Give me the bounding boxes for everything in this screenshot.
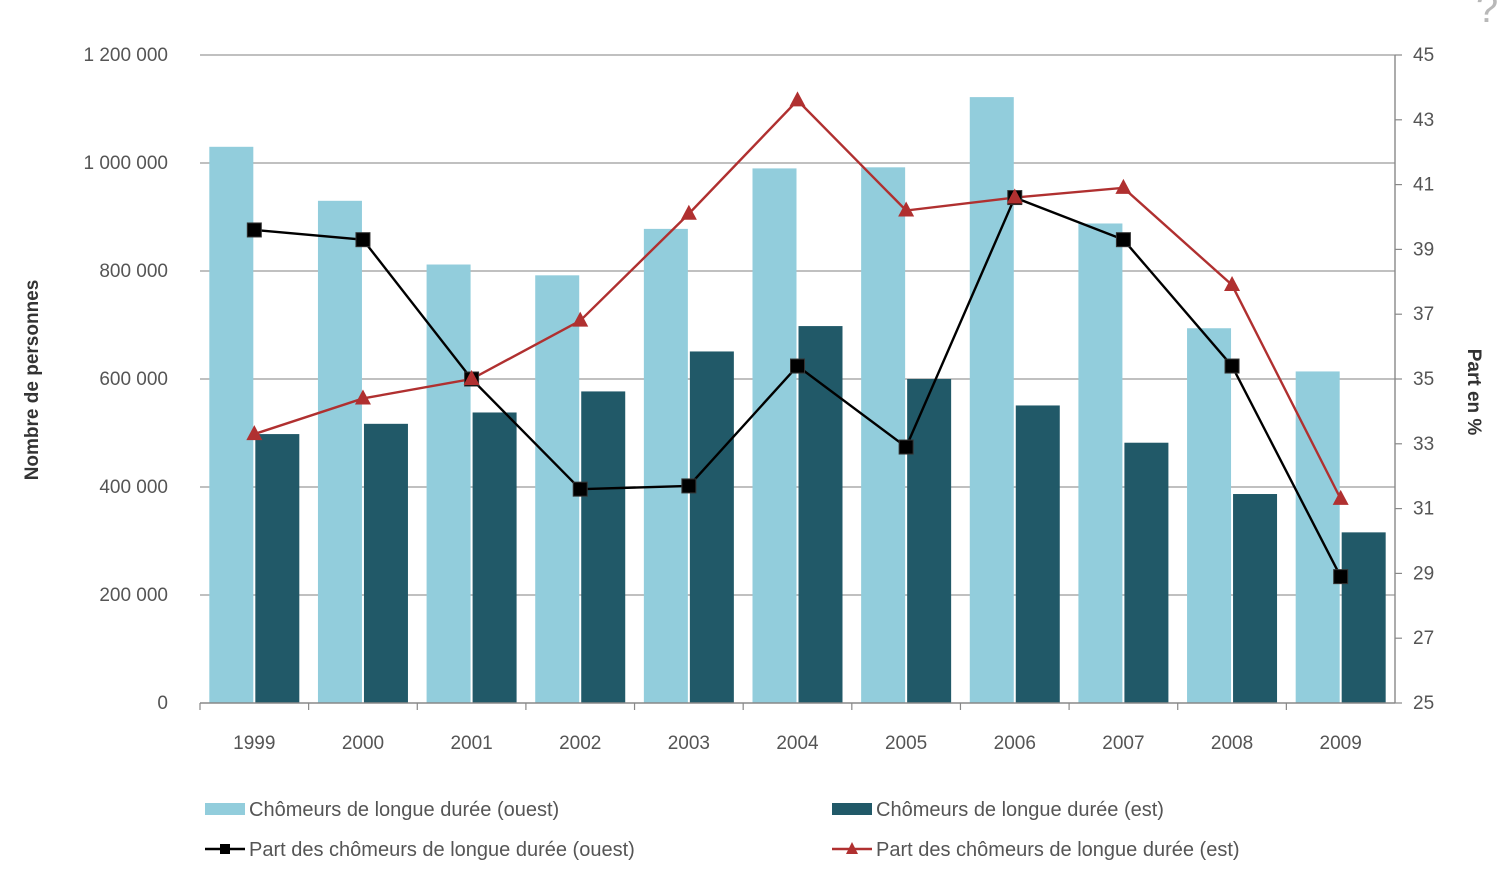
marker-triangle — [789, 91, 806, 107]
marker-triangle — [1115, 178, 1132, 194]
legend: Chômeurs de longue durée (ouest) Chômeurs… — [205, 799, 1240, 861]
legend-marker-triangle — [846, 842, 858, 854]
y2-tick-label: 37 — [1413, 304, 1434, 325]
bar-est — [907, 379, 952, 703]
x-tick-label: 2008 — [1211, 733, 1253, 754]
marker-triangle — [354, 389, 371, 405]
legend-item: Part des chômeurs de longue durée (ouest… — [205, 839, 635, 861]
y2-tick-label: 33 — [1413, 434, 1434, 455]
marker-triangle — [1224, 276, 1241, 292]
y2-tick-label: 45 — [1413, 45, 1434, 66]
bar-ouest — [643, 228, 688, 703]
legend-label: Part des chômeurs de longue durée (ouest… — [249, 839, 635, 861]
marker-square — [246, 222, 262, 238]
marker-square — [681, 478, 697, 494]
x-tick-label: 2002 — [559, 733, 601, 754]
marker-triangle — [572, 311, 589, 327]
bar-ouest — [317, 200, 362, 704]
bar-ouest — [861, 167, 906, 703]
y2-tick-label: 39 — [1413, 239, 1434, 260]
legend-swatch — [205, 803, 245, 815]
legend-item: Chômeurs de longue durée (ouest) — [205, 799, 559, 821]
x-tick-label: 2009 — [1320, 733, 1362, 754]
bar-est — [1341, 532, 1386, 703]
legend-marker-square — [220, 844, 230, 854]
bar-est — [1124, 442, 1169, 703]
bars — [209, 97, 1386, 704]
y-tick-label: 800 000 — [99, 261, 168, 282]
marker-square — [355, 232, 371, 248]
bar-ouest — [1078, 223, 1123, 704]
marker-square — [1115, 232, 1131, 248]
y2-axis-title: Part en % — [1463, 349, 1484, 436]
x-tick-label: 2006 — [994, 733, 1036, 754]
legend-label: Chômeurs de longue durée (ouest) — [249, 799, 559, 821]
y-tick-label: 600 000 — [99, 369, 168, 390]
legend-swatch — [832, 803, 872, 815]
marker-square — [1333, 569, 1349, 585]
y-tick-label: 200 000 — [99, 585, 168, 606]
bar-est — [798, 326, 843, 703]
x-tick-label: 1999 — [233, 733, 275, 754]
lines — [253, 98, 1342, 578]
bar-ouest — [752, 168, 797, 703]
y2-tick-label: 25 — [1413, 693, 1434, 714]
y-axis-title: Nombre de personnes — [22, 280, 43, 481]
bar-est — [255, 434, 300, 703]
marker-triangle — [246, 425, 263, 441]
tick-labels: 0 200 000 400 000 600 000 800 000 1 000 000 1 … — [83, 45, 1434, 754]
bar-est — [363, 423, 408, 703]
bar-ouest — [1187, 328, 1232, 703]
x-tick-label: 2005 — [885, 733, 927, 754]
bar-ouest — [426, 264, 471, 703]
y-tick-label: 400 000 — [99, 477, 168, 498]
header-fragment: ? — [1476, 0, 1498, 31]
marker-triangle — [1332, 489, 1349, 505]
marker-triangle — [1006, 188, 1023, 204]
line-est — [253, 98, 1342, 500]
bar-est — [472, 412, 517, 703]
marker-square — [898, 439, 914, 455]
marker-square — [1224, 358, 1240, 374]
bar-ouest — [535, 275, 580, 703]
legend-label: Part des chômeurs de longue durée (est) — [876, 839, 1240, 861]
bar-est — [1015, 405, 1060, 703]
y2-tick-label: 29 — [1413, 563, 1434, 584]
x-tick-label: 2001 — [450, 733, 492, 754]
bar-est — [689, 351, 734, 703]
y2-tick-label: 35 — [1413, 369, 1434, 390]
y2-tick-label: 31 — [1413, 499, 1434, 520]
legend-item: Chômeurs de longue durée (est) — [832, 799, 1164, 821]
y-tick-label: 0 — [157, 693, 168, 714]
markers — [246, 91, 1349, 585]
marker-triangle — [463, 370, 480, 385]
x-tick-label: 2007 — [1102, 733, 1144, 754]
legend-label: Chômeurs de longue durée (est) — [876, 799, 1164, 821]
axes — [199, 54, 1402, 710]
bar-est — [581, 391, 626, 703]
legend-item: Part des chômeurs de longue durée (est) — [832, 839, 1240, 861]
y2-tick-label: 41 — [1413, 175, 1434, 196]
bar-est — [1233, 494, 1278, 703]
x-tick-label: 2004 — [776, 733, 819, 754]
x-tick-label: 2003 — [668, 733, 710, 754]
marker-square — [572, 481, 588, 497]
y-tick-label: 1 000 000 — [83, 153, 168, 174]
marker-triangle — [680, 204, 697, 220]
bar-ouest — [209, 146, 254, 704]
x-tick-label: 2000 — [342, 733, 384, 754]
y2-tick-label: 27 — [1413, 628, 1434, 649]
y2-tick-label: 43 — [1413, 110, 1434, 131]
marker-square — [790, 358, 805, 374]
line-ouest — [254, 196, 1342, 578]
y-tick-label: 1 200 000 — [83, 45, 168, 66]
marker-triangle — [898, 201, 915, 217]
bar-ouest — [969, 97, 1014, 704]
